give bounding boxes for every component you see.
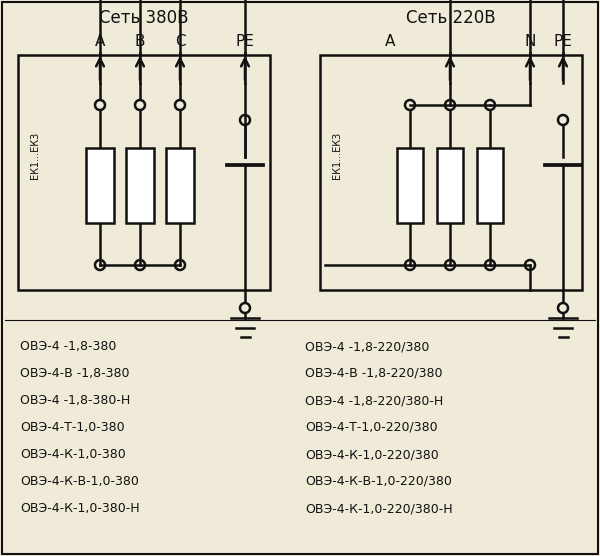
- Text: ОВЭ-4-К-В-1,0-380: ОВЭ-4-К-В-1,0-380: [20, 475, 139, 488]
- Text: A: A: [385, 34, 395, 49]
- Text: ОВЭ-4 -1,8-380: ОВЭ-4 -1,8-380: [20, 340, 116, 353]
- Text: ОВЭ-4 -1,8-220/380-Н: ОВЭ-4 -1,8-220/380-Н: [305, 394, 443, 407]
- Text: Сеть 220В: Сеть 220В: [406, 9, 496, 27]
- Bar: [126, 147, 154, 222]
- Bar: [477, 147, 503, 222]
- Text: ОВЭ-4-В -1,8-380: ОВЭ-4-В -1,8-380: [20, 367, 130, 380]
- Text: C: C: [175, 34, 185, 49]
- Text: ЕК1...ЕК3: ЕК1...ЕК3: [30, 131, 40, 178]
- Text: A: A: [95, 34, 105, 49]
- Bar: [166, 147, 194, 222]
- Text: ОВЭ-4-К-В-1,0-220/380: ОВЭ-4-К-В-1,0-220/380: [305, 475, 452, 488]
- Text: ЕК1...ЕК3: ЕК1...ЕК3: [332, 131, 342, 178]
- Text: ОВЭ-4-К-1,0-380: ОВЭ-4-К-1,0-380: [20, 448, 126, 461]
- Bar: [397, 147, 423, 222]
- Text: N: N: [524, 34, 536, 49]
- Bar: [437, 147, 463, 222]
- Text: ОВЭ-4-В -1,8-220/380: ОВЭ-4-В -1,8-220/380: [305, 367, 443, 380]
- Text: B: B: [135, 34, 145, 49]
- Text: ОВЭ-4-Т-1,0-380: ОВЭ-4-Т-1,0-380: [20, 421, 125, 434]
- Bar: [86, 147, 114, 222]
- Text: Сеть 380В: Сеть 380В: [99, 9, 189, 27]
- Text: ОВЭ-4-К-1,0-220/380-Н: ОВЭ-4-К-1,0-220/380-Н: [305, 502, 452, 515]
- Text: ОВЭ-4-Т-1,0-220/380: ОВЭ-4-Т-1,0-220/380: [305, 421, 437, 434]
- Text: ОВЭ-4-К-1,0-380-Н: ОВЭ-4-К-1,0-380-Н: [20, 502, 140, 515]
- Bar: [18, 55, 270, 290]
- Text: ОВЭ-4 -1,8-220/380: ОВЭ-4 -1,8-220/380: [305, 340, 430, 353]
- Text: ОВЭ-4 -1,8-380-Н: ОВЭ-4 -1,8-380-Н: [20, 394, 130, 407]
- Bar: [320, 55, 582, 290]
- Text: ОВЭ-4-К-1,0-220/380: ОВЭ-4-К-1,0-220/380: [305, 448, 439, 461]
- Text: PE: PE: [236, 34, 254, 49]
- Text: PE: PE: [554, 34, 572, 49]
